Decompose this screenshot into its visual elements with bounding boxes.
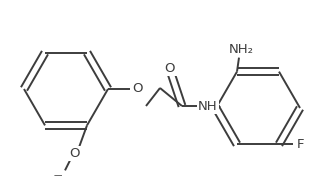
Text: O: O [70,147,80,160]
Text: NH: NH [198,99,218,113]
Text: O: O [165,61,175,74]
Text: —: — [54,171,62,180]
Text: NH₂: NH₂ [229,43,253,56]
Text: F: F [297,138,305,151]
Text: O: O [133,83,143,95]
